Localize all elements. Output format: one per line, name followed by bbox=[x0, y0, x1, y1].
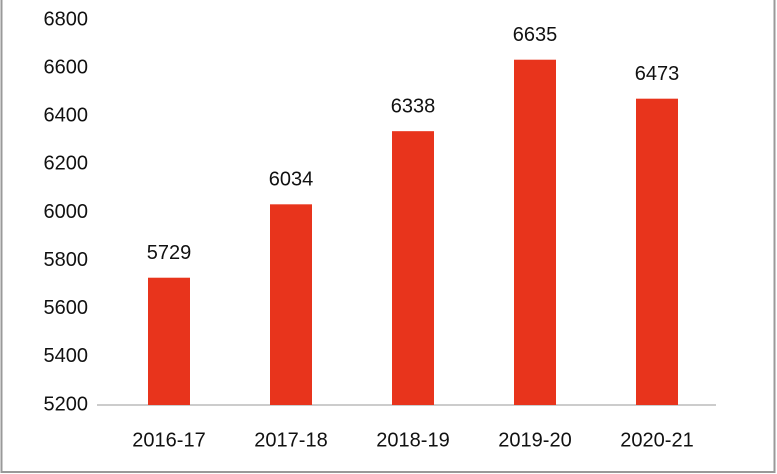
y-tick-label: 6000 bbox=[44, 201, 89, 223]
data-label: 6473 bbox=[635, 63, 680, 85]
x-tick-label: 2020-21 bbox=[620, 429, 693, 451]
data-label: 6338 bbox=[391, 95, 436, 117]
data-label: 6034 bbox=[269, 169, 314, 191]
y-tick-label: 5200 bbox=[44, 393, 89, 415]
x-tick-label: 2019-20 bbox=[498, 429, 571, 451]
x-tick-label: 2016-17 bbox=[132, 429, 205, 451]
y-tick-label: 6400 bbox=[44, 105, 89, 127]
bar bbox=[636, 98, 678, 405]
data-label: 5729 bbox=[147, 242, 192, 264]
y-tick-label: 6800 bbox=[44, 8, 89, 30]
bar bbox=[392, 131, 434, 405]
x-tick-label: 2018-19 bbox=[376, 429, 449, 451]
x-tick-label: 2017-18 bbox=[254, 429, 327, 451]
y-tick-label: 5800 bbox=[44, 249, 89, 271]
y-tick-label: 6600 bbox=[44, 56, 89, 78]
data-label: 6635 bbox=[513, 24, 558, 46]
y-tick-label: 5400 bbox=[44, 345, 89, 367]
y-tick-label: 5600 bbox=[44, 297, 89, 319]
bar bbox=[514, 59, 556, 405]
bar bbox=[270, 204, 312, 405]
y-tick-label: 6200 bbox=[44, 153, 89, 175]
bar bbox=[148, 277, 190, 405]
